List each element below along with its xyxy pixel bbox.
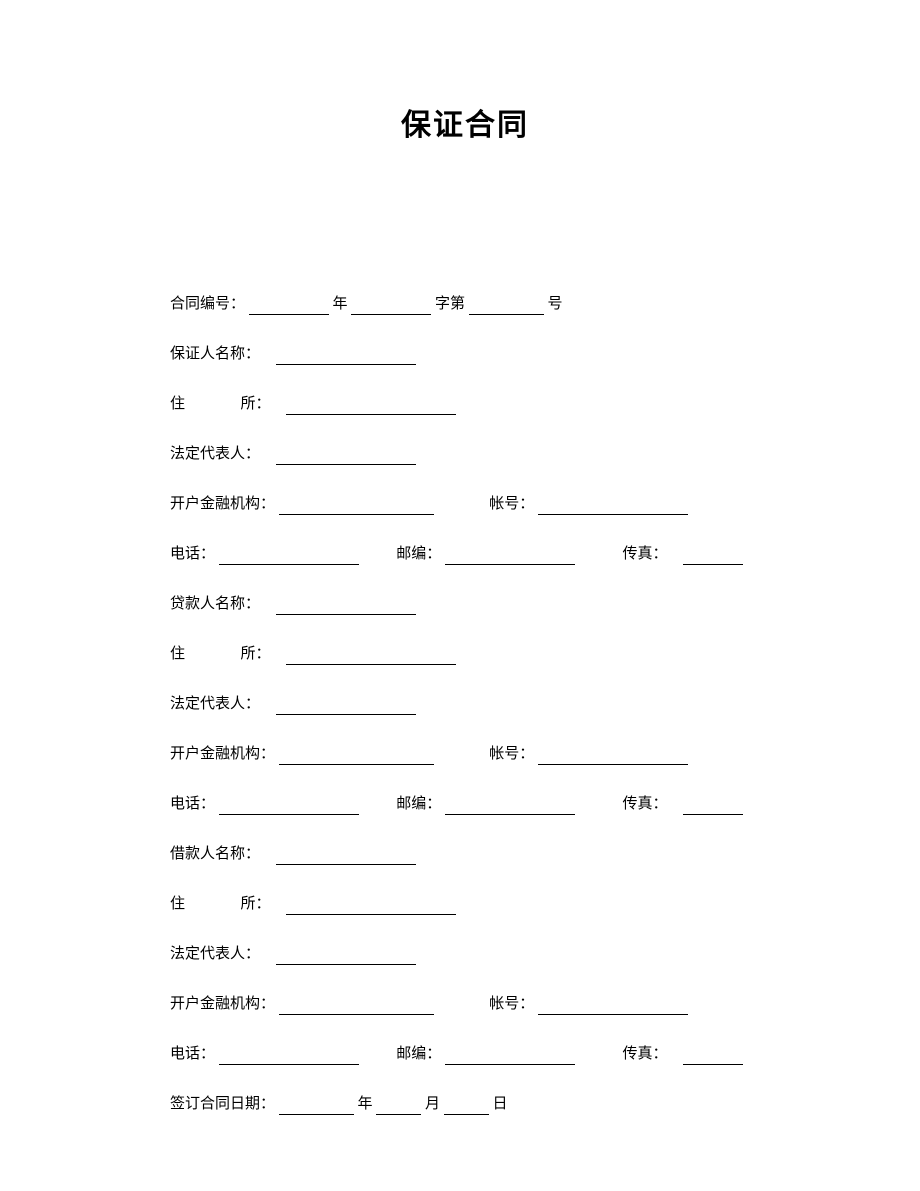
lender-zip-label: 邮编： [396,796,441,812]
borrower-account-blank [538,1000,688,1015]
guarantor-bank-blank [279,500,434,515]
sign-month-char: 月 [425,1096,440,1112]
lender-contact-row: 电话： 邮编： 传真： [170,794,760,815]
document-title: 保证合同 [170,100,760,144]
guarantor-contact-row: 电话： 邮编： 传真： [170,544,760,565]
bank-label: 开户金融机构： [170,496,275,512]
lender-bank-blank [279,750,434,765]
contract-number-blank-3 [469,300,544,315]
guarantor-fax-blank [683,550,743,565]
guarantor-name-row: 保证人名称： [170,344,760,365]
borrower-legalrep-blank [276,950,416,965]
sign-year-blank [279,1100,354,1115]
account-label: 帐号： [489,496,534,512]
borrower-phone-blank [219,1050,359,1065]
borrower-legalrep-label: 法定代表人： [170,946,260,962]
lender-bank-label: 开户金融机构： [170,746,275,762]
address-label-1: 住 [170,396,185,412]
borrower-address-blank [286,900,456,915]
lender-address-label-2: 所： [241,646,271,662]
borrower-name-row: 借款人名称： [170,844,760,865]
contract-number-blank-2 [351,300,431,315]
zip-label: 邮编： [396,546,441,562]
sign-date-row: 签订合同日期： 年 月 日 [170,1094,760,1115]
lender-address-blank [286,650,456,665]
borrower-fax-blank [683,1050,743,1065]
sign-month-blank [376,1100,421,1115]
phone-label: 电话： [170,546,215,562]
sign-day-blank [444,1100,489,1115]
contract-number-blank-1 [249,300,329,315]
borrower-name-blank [276,850,416,865]
borrower-contact-row: 电话： 邮编： 传真： [170,1044,760,1065]
guarantor-address-blank [286,400,456,415]
year-char: 年 [333,296,348,312]
lender-phone-label: 电话： [170,796,215,812]
lender-zip-blank [445,800,575,815]
guarantor-name-label: 保证人名称： [170,346,260,362]
lender-fax-label: 传真： [623,796,668,812]
borrower-bank-label: 开户金融机构： [170,996,275,1012]
address-label-2: 所： [241,396,271,412]
borrower-zip-label: 邮编： [396,1046,441,1062]
lender-address-row: 住 所： [170,644,760,665]
lender-legalrep-label: 法定代表人： [170,696,260,712]
lender-legalrep-row: 法定代表人： [170,694,760,715]
fax-label: 传真： [623,546,668,562]
lender-bank-row: 开户金融机构： 帐号： [170,744,760,765]
guarantor-legalrep-blank [276,450,416,465]
lender-name-label: 贷款人名称： [170,596,260,612]
borrower-address-label-1: 住 [170,896,185,912]
borrower-account-label: 帐号： [489,996,534,1012]
lender-account-label: 帐号： [489,746,534,762]
sign-day-char: 日 [493,1096,508,1112]
borrower-bank-blank [279,1000,434,1015]
contract-number-row: 合同编号： 年 字第 号 [170,294,760,315]
lender-legalrep-blank [276,700,416,715]
borrower-fax-label: 传真： [623,1046,668,1062]
borrower-phone-label: 电话： [170,1046,215,1062]
guarantor-phone-blank [219,550,359,565]
guarantor-account-blank [538,500,688,515]
hao-char: 号 [548,296,563,312]
contract-number-label: 合同编号： [170,296,245,312]
sign-year-char: 年 [358,1096,373,1112]
guarantor-address-row: 住 所： [170,394,760,415]
lender-name-blank [276,600,416,615]
lender-phone-blank [219,800,359,815]
legalrep-label: 法定代表人： [170,446,260,462]
borrower-name-label: 借款人名称： [170,846,260,862]
borrower-zip-blank [445,1050,575,1065]
lender-fax-blank [683,800,743,815]
borrower-legalrep-row: 法定代表人： [170,944,760,965]
lender-account-blank [538,750,688,765]
guarantor-legalrep-row: 法定代表人： [170,444,760,465]
lender-name-row: 贷款人名称： [170,594,760,615]
borrower-address-row: 住 所： [170,894,760,915]
lender-address-label-1: 住 [170,646,185,662]
sign-date-label: 签订合同日期： [170,1096,275,1112]
guarantor-bank-row: 开户金融机构： 帐号： [170,494,760,515]
guarantor-name-blank [276,350,416,365]
zidi-char: 字第 [435,296,465,312]
guarantor-zip-blank [445,550,575,565]
borrower-address-label-2: 所： [241,896,271,912]
borrower-bank-row: 开户金融机构： 帐号： [170,994,760,1015]
